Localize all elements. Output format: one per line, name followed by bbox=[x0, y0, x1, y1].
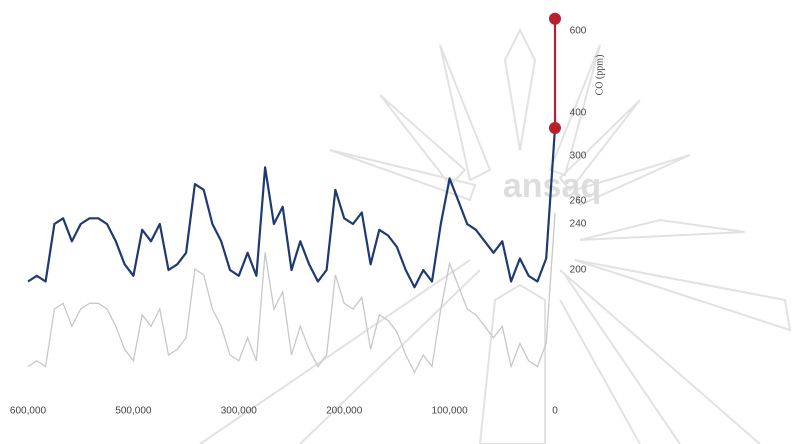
y-axis-label: CO (ppm) bbox=[594, 55, 605, 96]
x-tick-label: 300,000 bbox=[221, 406, 258, 417]
line-series bbox=[27, 128, 557, 289]
x-tick-label: 500,000 bbox=[115, 406, 152, 417]
line-reflection bbox=[27, 213, 556, 374]
x-tick-label: 0 bbox=[552, 406, 558, 417]
y-tick-label: 240 bbox=[570, 219, 587, 230]
y-tick-label: 600 bbox=[570, 26, 587, 37]
x-tick-label: 600,000 bbox=[10, 406, 47, 417]
x-tick-label: 200,000 bbox=[326, 406, 363, 417]
y-tick-label: 400 bbox=[570, 108, 587, 119]
point-marker bbox=[549, 12, 561, 25]
y-tick-label: 200 bbox=[570, 265, 587, 276]
background-decoration bbox=[199, 27, 792, 444]
y-tick-label: 300 bbox=[570, 151, 587, 162]
point-marker bbox=[549, 122, 561, 135]
x-tick-label: 100,000 bbox=[432, 406, 469, 417]
y-tick-label: 260 bbox=[570, 196, 587, 207]
